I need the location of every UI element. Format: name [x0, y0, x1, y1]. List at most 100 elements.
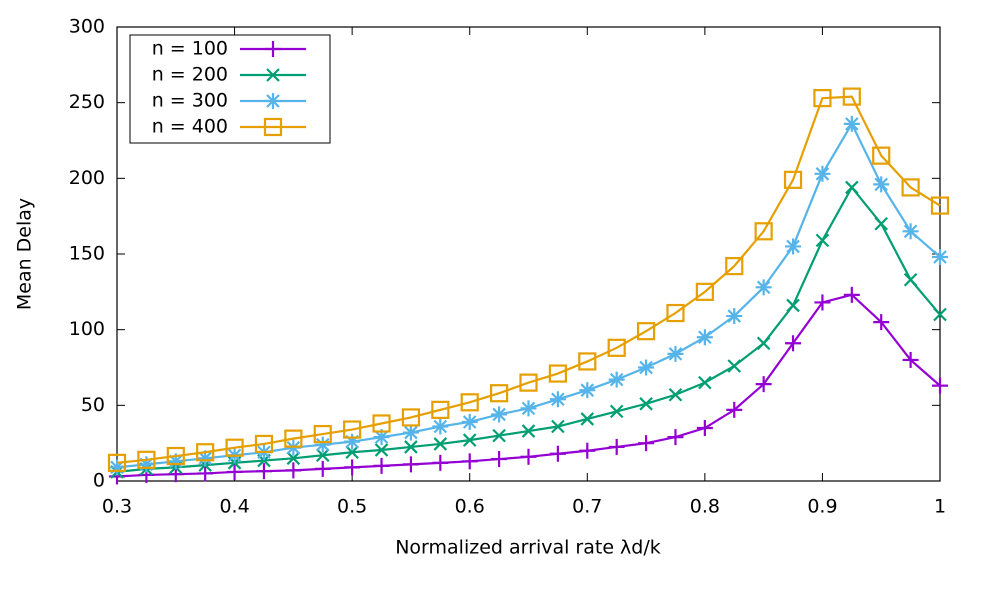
marker — [197, 465, 214, 482]
marker-stroke — [315, 437, 330, 452]
marker-stroke — [639, 397, 653, 411]
marker — [519, 373, 538, 392]
x-tick-label: 0.9 — [807, 496, 837, 518]
marker — [315, 448, 330, 463]
marker-stroke — [668, 347, 683, 361]
marker — [548, 364, 567, 383]
marker — [549, 445, 566, 462]
marker-stroke — [372, 414, 391, 433]
marker-stroke — [580, 383, 595, 397]
x-tick-label: 0.7 — [572, 496, 602, 518]
marker-stroke — [490, 384, 509, 403]
marker-stroke — [254, 434, 274, 454]
marker — [313, 424, 332, 444]
marker-stroke — [551, 392, 565, 407]
marker-stroke — [756, 336, 771, 351]
marker — [902, 223, 919, 240]
marker — [432, 418, 449, 435]
marker-stroke — [433, 437, 448, 451]
marker-stroke — [698, 375, 712, 390]
marker-stroke — [607, 338, 626, 357]
marker-stroke — [519, 373, 538, 392]
marker-stroke — [266, 68, 280, 82]
marker — [344, 459, 361, 476]
marker — [845, 180, 859, 195]
marker — [579, 442, 596, 459]
marker — [286, 451, 301, 466]
y-tick-label: 200 — [69, 167, 105, 189]
marker — [492, 428, 506, 443]
marker — [638, 435, 655, 452]
marker — [872, 146, 891, 165]
marker — [873, 314, 890, 331]
marker — [374, 443, 389, 457]
marker — [725, 257, 744, 276]
marker-stroke — [225, 438, 244, 457]
marker-stroke — [903, 272, 918, 287]
x-tick-label: 0.5 — [337, 496, 367, 518]
marker — [873, 176, 890, 193]
marker — [520, 448, 537, 465]
legend-label: n = 400 — [152, 116, 228, 138]
marker — [755, 376, 772, 393]
marker — [933, 307, 947, 322]
marker — [402, 424, 419, 441]
marker — [843, 286, 860, 303]
marker — [284, 429, 303, 448]
marker — [930, 196, 950, 215]
marker — [166, 446, 185, 466]
marker-stroke — [284, 429, 303, 448]
marker — [755, 279, 772, 296]
marker-stroke — [492, 407, 506, 422]
marker — [932, 249, 948, 266]
marker-stroke — [548, 364, 567, 383]
marker — [521, 424, 536, 438]
marker-stroke — [903, 224, 918, 239]
marker — [549, 391, 566, 408]
series-line — [116, 185, 941, 474]
marker-stroke — [668, 387, 683, 402]
y-tick-label: 150 — [69, 243, 105, 265]
marker — [266, 68, 280, 82]
marker — [461, 453, 478, 470]
y-axis-label: Mean Delay — [14, 198, 36, 310]
marker-stroke — [756, 280, 771, 295]
marker — [578, 352, 597, 371]
marker — [608, 371, 625, 388]
x-tick-label: 1 — [934, 496, 946, 518]
marker — [462, 433, 477, 447]
marker — [314, 460, 331, 477]
marker — [843, 115, 860, 132]
marker — [255, 463, 272, 480]
marker — [667, 345, 684, 362]
marker-stroke — [263, 117, 283, 137]
marker — [785, 335, 802, 352]
marker-stroke — [874, 216, 888, 231]
marker — [551, 419, 565, 434]
marker-stroke — [727, 359, 742, 373]
marker — [343, 420, 362, 439]
x-tick-label: 0.6 — [455, 496, 485, 518]
marker — [668, 387, 683, 402]
marker — [814, 165, 831, 182]
marker-stroke — [521, 424, 536, 438]
marker — [813, 89, 832, 108]
marker — [667, 429, 684, 446]
x-tick-label: 0.4 — [219, 496, 249, 518]
marker — [461, 413, 478, 430]
x-tick-label: 0.3 — [102, 496, 132, 518]
marker — [698, 375, 712, 390]
marker-stroke — [401, 408, 421, 427]
marker-stroke — [609, 372, 624, 387]
marker-stroke — [639, 360, 653, 375]
marker — [901, 178, 920, 197]
marker — [226, 463, 243, 480]
series-line — [116, 95, 941, 464]
marker-stroke — [666, 303, 685, 323]
marker — [695, 282, 714, 301]
marker — [263, 117, 283, 137]
marker-stroke — [404, 425, 418, 440]
marker — [137, 450, 156, 469]
marker — [433, 437, 448, 451]
marker — [607, 338, 626, 357]
